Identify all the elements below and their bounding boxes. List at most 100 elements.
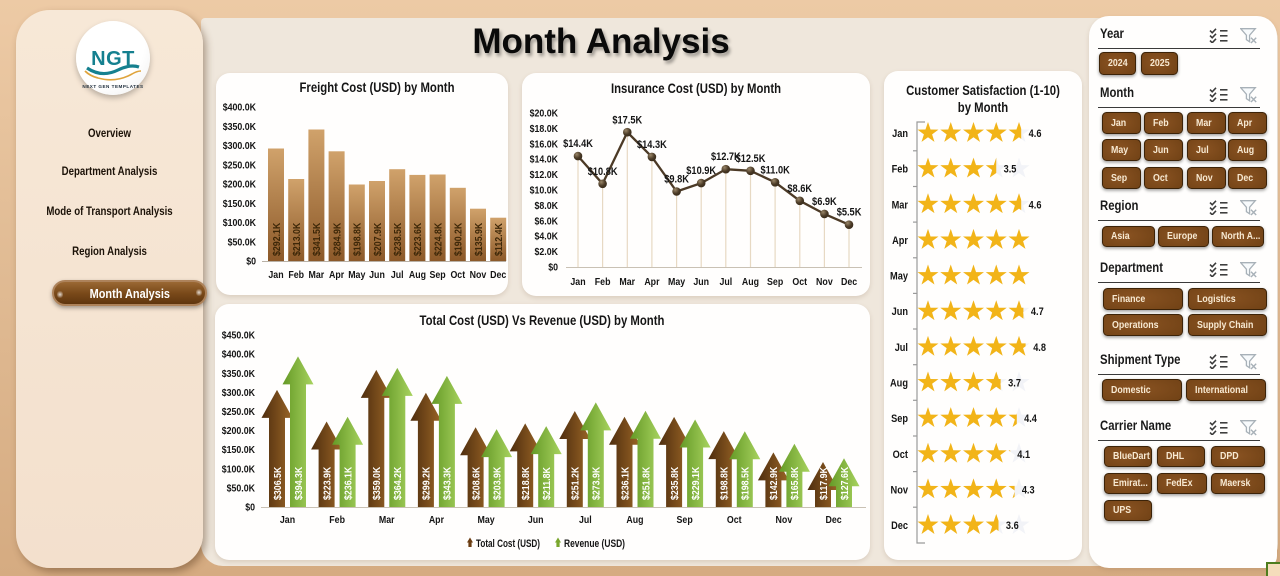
svg-text:3.7: 3.7 <box>1008 377 1021 389</box>
svg-text:Dec: Dec <box>490 269 506 281</box>
svg-text:$20.0K: $20.0K <box>530 108 559 120</box>
svg-text:$251.8K: $251.8K <box>640 466 652 500</box>
svg-text:Jul: Jul <box>391 269 404 281</box>
svg-text:Dec: Dec <box>825 514 841 526</box>
svg-text:4.1: 4.1 <box>1017 449 1030 461</box>
svg-text:$14.3K: $14.3K <box>637 139 667 151</box>
svg-text:$292.1K: $292.1K <box>271 222 283 256</box>
svg-text:$300.0K: $300.0K <box>222 387 256 399</box>
svg-text:$4.0K: $4.0K <box>535 231 559 243</box>
svg-text:Nov: Nov <box>776 514 793 526</box>
svg-text:$350.0K: $350.0K <box>223 121 257 133</box>
svg-text:$394.3K: $394.3K <box>293 466 305 500</box>
svg-text:Jul: Jul <box>719 276 732 288</box>
svg-text:$213.0K: $213.0K <box>291 222 303 256</box>
svg-text:$0: $0 <box>246 256 256 268</box>
svg-text:Jan: Jan <box>570 276 585 288</box>
svg-text:$273.9K: $273.9K <box>591 466 603 500</box>
svg-text:$8.0K: $8.0K <box>535 200 559 212</box>
svg-text:$299.2K: $299.2K <box>421 466 433 500</box>
svg-text:$223.9K: $223.9K <box>321 466 333 500</box>
svg-text:$10.0K: $10.0K <box>530 185 559 197</box>
svg-text:$117.9K: $117.9K <box>818 467 830 500</box>
svg-text:$135.9K: $135.9K <box>473 222 485 256</box>
svg-text:Sep: Sep <box>767 276 783 288</box>
svg-text:$190.2K: $190.2K <box>453 222 465 256</box>
svg-text:$10.8K: $10.8K <box>588 166 618 178</box>
svg-text:$300.0K: $300.0K <box>223 140 257 152</box>
svg-text:Dec: Dec <box>841 276 857 288</box>
svg-text:$0: $0 <box>548 262 558 274</box>
svg-text:Jan: Jan <box>280 514 295 526</box>
svg-text:Sep: Sep <box>677 514 693 526</box>
svg-text:$350.0K: $350.0K <box>222 368 256 380</box>
svg-text:Oct: Oct <box>450 269 465 281</box>
svg-text:$306.5K: $306.5K <box>272 466 284 500</box>
svg-text:4.8: 4.8 <box>1033 342 1046 354</box>
svg-text:$11.0K: $11.0K <box>760 164 789 176</box>
svg-text:$203.9K: $203.9K <box>491 466 503 500</box>
svg-text:Aug: Aug <box>742 276 759 288</box>
svg-text:NGT: NGT <box>91 48 135 70</box>
svg-text:May: May <box>668 276 685 288</box>
svg-text:Apr: Apr <box>329 269 344 281</box>
svg-text:Customer Satisfaction (1-10): Customer Satisfaction (1-10) <box>906 83 1060 98</box>
svg-text:Nov: Nov <box>891 484 909 496</box>
svg-text:3.6: 3.6 <box>1006 520 1019 532</box>
svg-text:$9.8K: $9.8K <box>664 174 689 186</box>
svg-text:May: May <box>890 271 909 283</box>
svg-text:Feb: Feb <box>329 514 345 526</box>
svg-text:$16.0K: $16.0K <box>530 138 559 150</box>
svg-text:Jan: Jan <box>892 128 908 140</box>
svg-text:$12.0K: $12.0K <box>530 169 559 181</box>
svg-text:$10.9K: $10.9K <box>686 165 716 177</box>
svg-text:$50.0K: $50.0K <box>228 236 257 248</box>
svg-text:Sep: Sep <box>891 413 908 425</box>
svg-text:Feb: Feb <box>595 276 611 288</box>
svg-text:Aug: Aug <box>890 377 908 389</box>
svg-text:$229.1K: $229.1K <box>690 466 702 500</box>
svg-text:by Month: by Month <box>958 100 1008 115</box>
svg-text:Freight Cost (USD) by Month: Freight Cost (USD) by Month <box>300 80 455 95</box>
svg-text:$6.9K: $6.9K <box>812 196 837 208</box>
svg-text:Nov: Nov <box>816 276 833 288</box>
svg-text:$50.0K: $50.0K <box>227 482 256 494</box>
svg-text:$207.9K: $207.9K <box>372 222 384 256</box>
svg-text:Aug: Aug <box>626 514 643 526</box>
svg-text:$12.7K: $12.7K <box>711 151 741 163</box>
svg-text:Oct: Oct <box>727 514 742 526</box>
svg-text:NEXT GEN TEMPLATES: NEXT GEN TEMPLATES <box>82 84 143 89</box>
svg-text:$142.9K: $142.9K <box>768 466 780 500</box>
svg-text:$6.0K: $6.0K <box>535 215 559 227</box>
svg-text:$12.5K: $12.5K <box>736 153 766 165</box>
svg-text:$400.0K: $400.0K <box>223 102 257 114</box>
svg-text:$8.6K: $8.6K <box>787 183 812 195</box>
svg-text:$17.5K: $17.5K <box>612 114 642 126</box>
svg-text:$0: $0 <box>245 502 255 514</box>
svg-text:Jan: Jan <box>268 269 283 281</box>
svg-text:$150.0K: $150.0K <box>222 444 256 456</box>
svg-text:Jul: Jul <box>579 514 592 526</box>
svg-text:$250.0K: $250.0K <box>223 159 257 171</box>
svg-text:$224.8K: $224.8K <box>432 222 444 256</box>
svg-text:$235.8K: $235.8K <box>669 466 681 500</box>
svg-text:Aug: Aug <box>409 269 426 281</box>
svg-text:$100.0K: $100.0K <box>222 463 256 475</box>
svg-text:4.6: 4.6 <box>1029 199 1042 211</box>
svg-text:$450.0K: $450.0K <box>222 330 256 342</box>
svg-text:Mar: Mar <box>892 199 909 211</box>
svg-text:Apr: Apr <box>644 276 659 288</box>
svg-text:$208.6K: $208.6K <box>470 466 482 500</box>
svg-text:Oct: Oct <box>792 276 807 288</box>
svg-text:Jun: Jun <box>892 306 909 318</box>
svg-text:Insurance Cost (USD) by Month: Insurance Cost (USD) by Month <box>611 81 781 96</box>
svg-text:Feb: Feb <box>892 164 909 176</box>
svg-text:4.6: 4.6 <box>1029 128 1042 140</box>
svg-text:$14.4K: $14.4K <box>563 138 593 150</box>
svg-text:May: May <box>477 514 494 526</box>
svg-text:$2.0K: $2.0K <box>535 246 559 258</box>
svg-text:Nov: Nov <box>470 269 487 281</box>
svg-text:Jun: Jun <box>369 269 385 281</box>
svg-text:$198.5K: $198.5K <box>740 466 752 500</box>
svg-text:$200.0K: $200.0K <box>222 425 256 437</box>
